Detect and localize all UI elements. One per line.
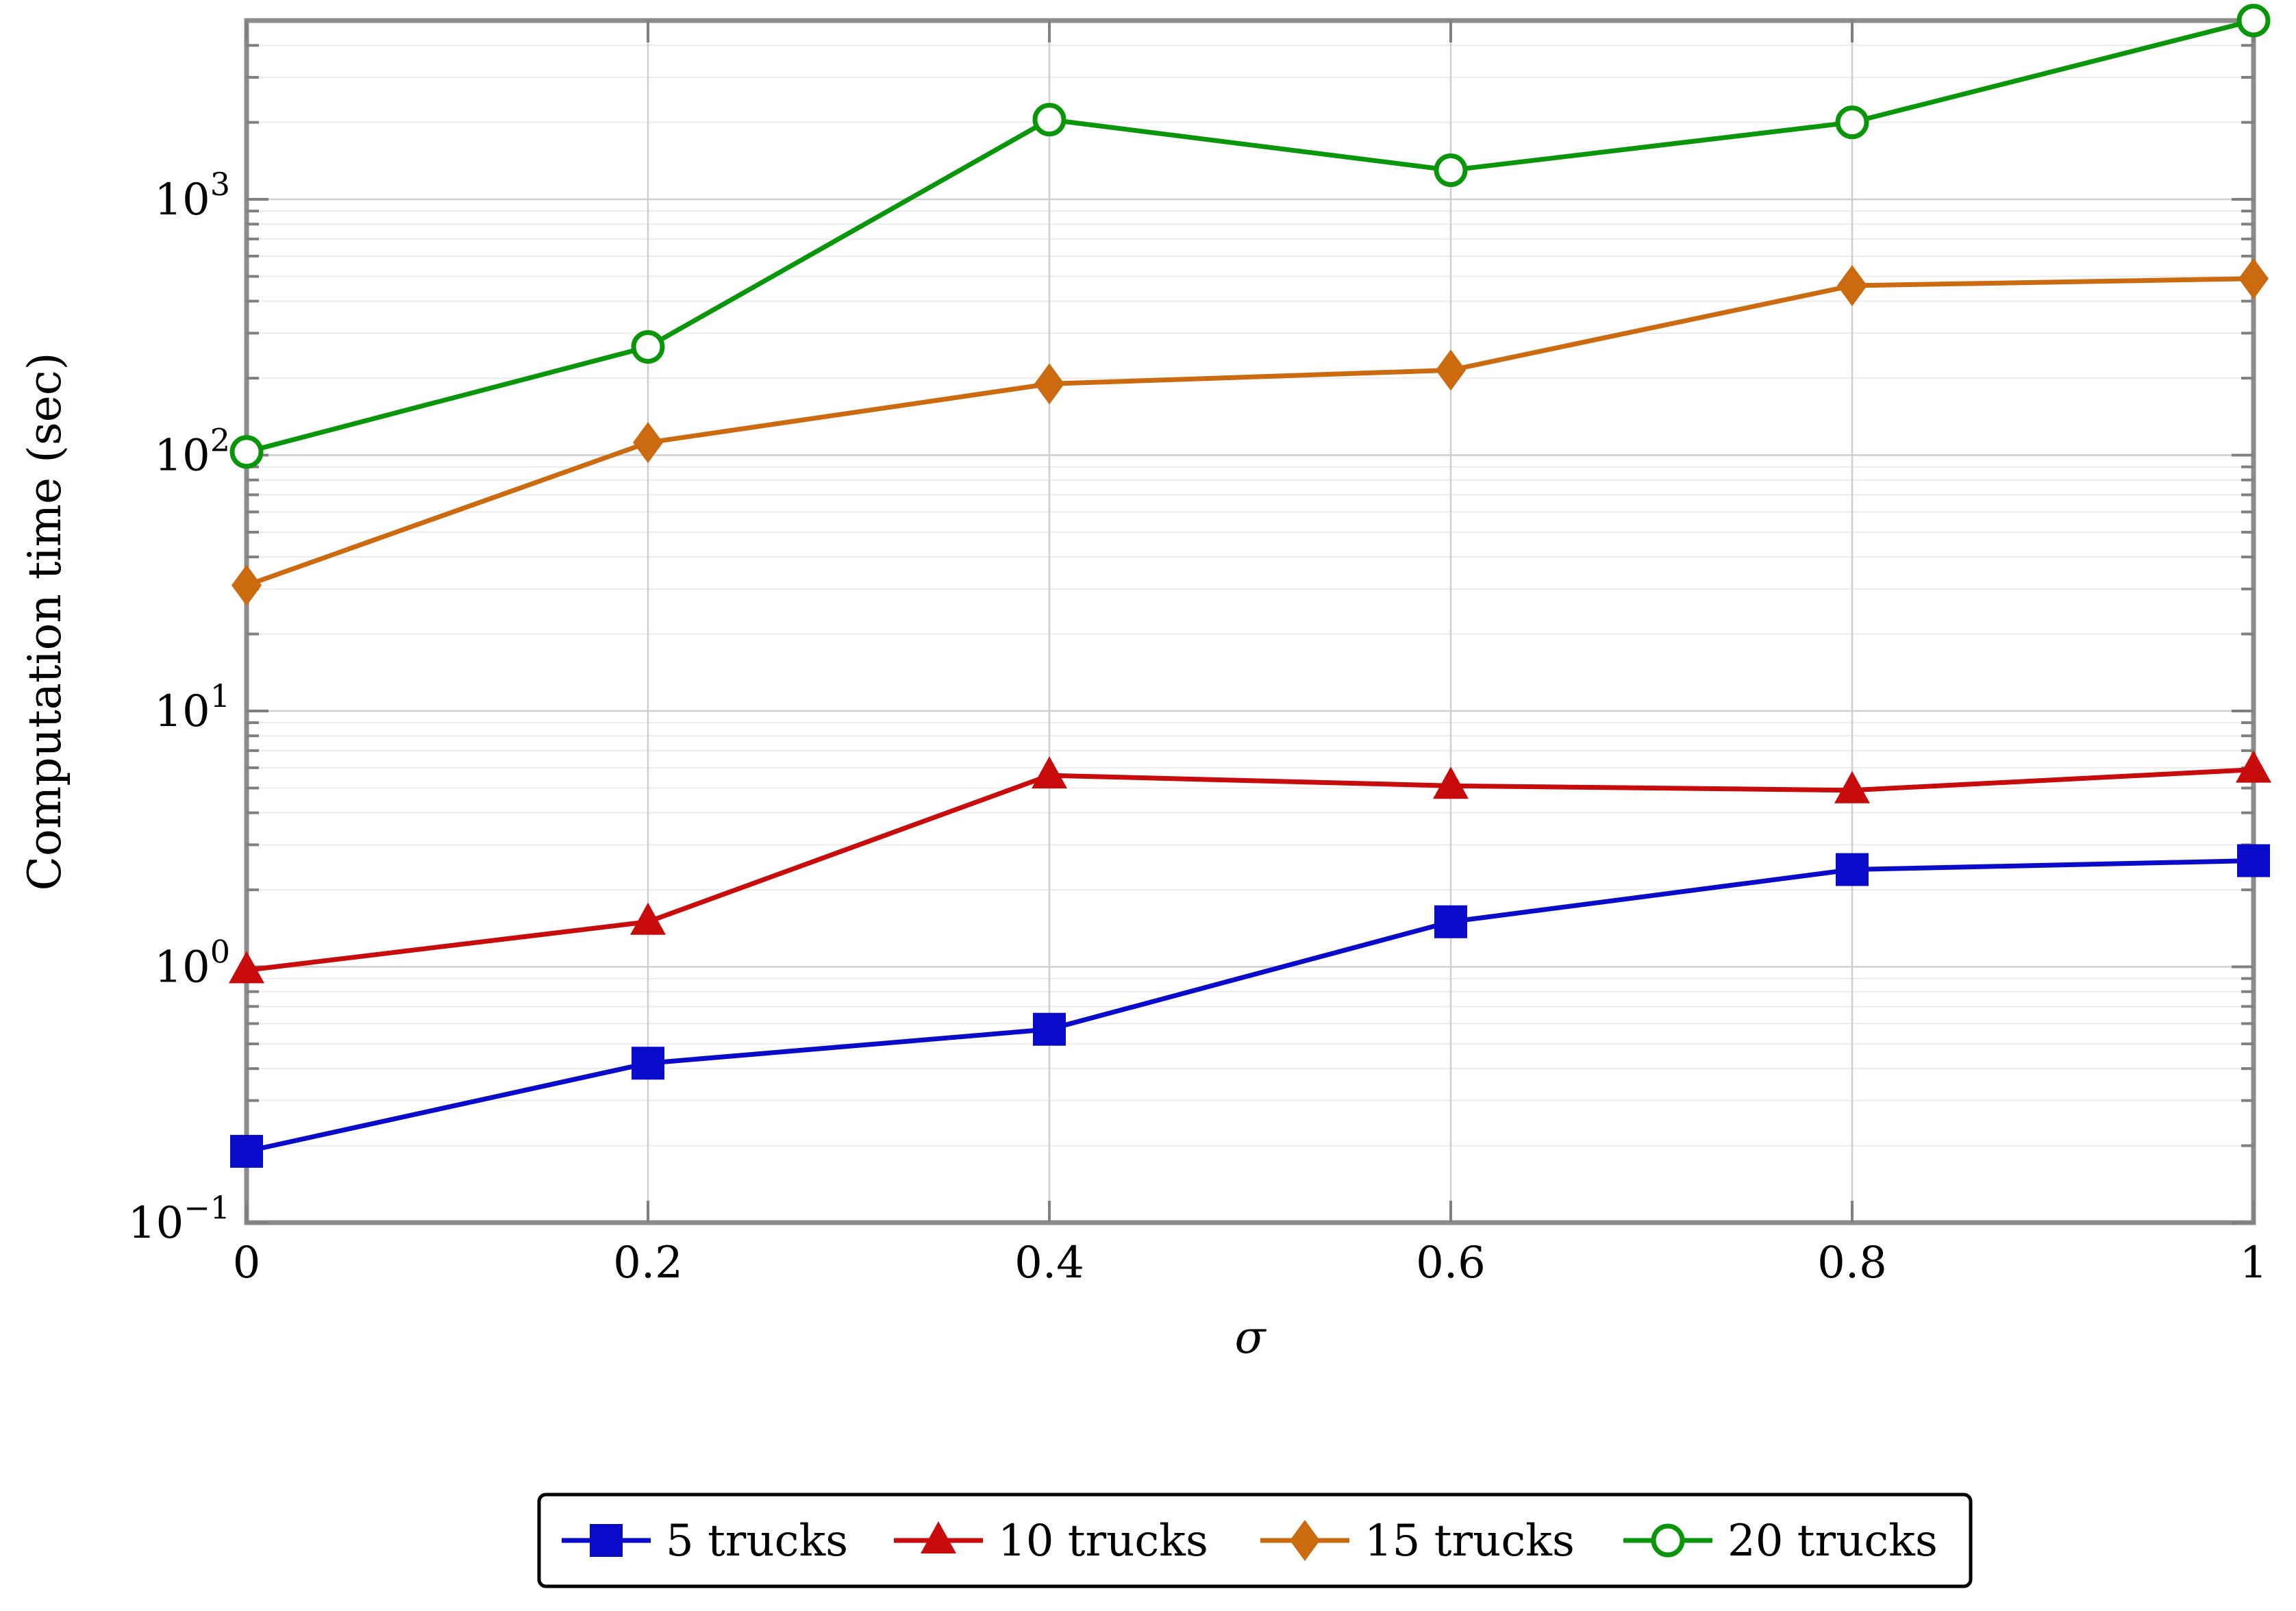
frame-layer	[244, 18, 2256, 1225]
legend-marker	[1651, 1523, 1685, 1558]
data-point	[1836, 853, 1869, 886]
x-tick-label: 1	[2240, 1238, 2268, 1288]
y-tick-label: 101	[154, 677, 230, 737]
data-point	[1034, 363, 1064, 405]
plot-frame	[244, 18, 2256, 1225]
series-line	[246, 18, 2254, 455]
y-tick-label: 102	[154, 422, 230, 482]
y-axis-label: Computation time (sec)	[18, 353, 71, 891]
legend-marker	[1290, 1520, 1320, 1561]
data-point	[229, 435, 264, 469]
legend: 5 trucks 10 trucks 15 trucks 20 trucks	[537, 1493, 1973, 1588]
series-1	[230, 844, 2270, 1168]
data-point	[2236, 3, 2271, 38]
data-point	[1032, 756, 1067, 789]
y-tick-label: 10−1	[128, 1189, 230, 1249]
series-4	[229, 3, 2271, 469]
legend-label: 20 trucks	[1727, 1516, 1938, 1566]
legend-entry-2: 10 trucks	[894, 1516, 1208, 1566]
legend-marker	[590, 1524, 623, 1557]
data-point	[2238, 258, 2269, 299]
data-point	[633, 422, 663, 464]
x-tick-label: 0.2	[613, 1238, 683, 1288]
data-point	[1433, 766, 1469, 799]
data-point	[2237, 844, 2270, 877]
data-point	[632, 1047, 664, 1080]
label-layer: σ Computation time (sec)	[18, 353, 1266, 1364]
data-point	[229, 951, 264, 984]
data-point	[631, 329, 665, 364]
data-point	[1434, 153, 1468, 187]
data-point	[1033, 1012, 1066, 1046]
data-point	[1436, 349, 1466, 391]
x-tick-label: 0	[233, 1238, 261, 1288]
data-point	[630, 902, 666, 935]
legend-label: 10 trucks	[998, 1516, 1208, 1566]
data-point	[1032, 103, 1066, 137]
y-tick-label: 103	[154, 166, 230, 225]
data-point	[230, 1134, 263, 1168]
tick-layer: 10−1 100 101 102 103 0 0.2 0.4 0.6 0.8 1	[128, 21, 2268, 1288]
legend-entry-4: 20 trucks	[1623, 1516, 1938, 1566]
series-2	[229, 750, 2271, 984]
data-point	[2236, 750, 2271, 783]
legend-entry-3: 15 trucks	[1260, 1516, 1575, 1566]
series-line	[246, 858, 2254, 1154]
data-point	[232, 564, 262, 606]
legend-marker	[921, 1521, 956, 1553]
x-tick-label: 0.6	[1416, 1238, 1486, 1288]
series-3	[232, 258, 2269, 606]
data-point	[1834, 771, 1870, 803]
data-point	[1434, 905, 1467, 938]
legend-label: 5 trucks	[666, 1516, 848, 1566]
legend-box	[537, 1493, 1973, 1588]
series-layer	[229, 3, 2271, 1168]
series-line	[245, 276, 2254, 588]
legend-entry-1: 5 trucks	[562, 1516, 848, 1566]
data-point	[1837, 265, 1867, 307]
series-line	[246, 767, 2254, 973]
x-tick-label: 0.4	[1014, 1238, 1084, 1288]
x-axis-label: σ	[1234, 1311, 1266, 1364]
y-tick-label: 100	[154, 934, 230, 993]
data-point	[1835, 105, 1869, 140]
x-tick-label: 0.8	[1817, 1238, 1887, 1288]
legend-label: 15 trucks	[1364, 1516, 1575, 1566]
grid-layer	[247, 21, 2254, 1223]
